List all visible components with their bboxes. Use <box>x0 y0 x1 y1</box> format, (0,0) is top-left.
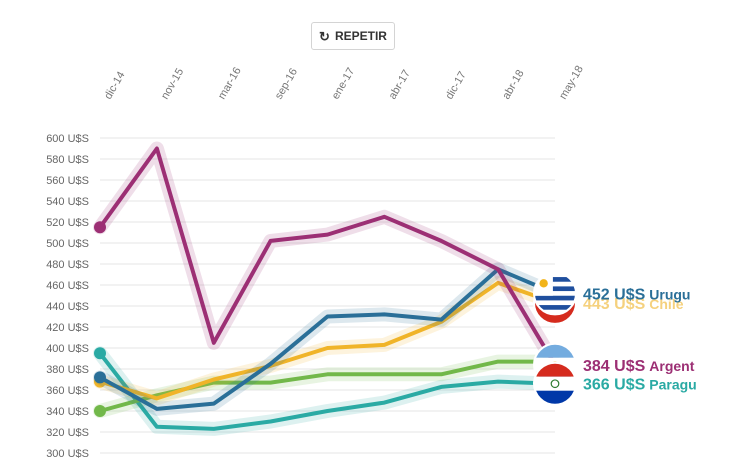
end-label-name: Paragu <box>649 377 696 393</box>
x-axis-ticks: dic-14 nov-15 mar-16 sep-16 ene-17 abr-17 dic-… <box>102 64 586 102</box>
x-tick-label: abr-17 <box>387 68 413 102</box>
x-tick-label: ene-17 <box>330 66 358 102</box>
y-tick-label: 380 U$S <box>46 364 89 376</box>
y-axis-ticks: 600 U$S 580 U$S 560 U$S 540 U$S 520 U$S 500 U… <box>46 133 89 460</box>
x-tick-label: abr-18 <box>500 68 526 102</box>
y-tick-label: 580 U$S <box>46 154 89 166</box>
y-tick-label: 460 U$S <box>46 280 89 292</box>
y-tick-label: 560 U$S <box>46 175 89 187</box>
y-tick-label: 520 U$S <box>46 217 89 229</box>
x-tick-label: dic-17 <box>443 70 468 102</box>
series-line <box>98 280 557 401</box>
series-line <box>98 146 557 367</box>
x-tick-label: may-18 <box>557 64 586 102</box>
end-label-value: 452 U$S Urugu <box>583 286 690 303</box>
y-tick-label: 420 U$S <box>46 322 89 334</box>
end-label-name: Argent <box>649 358 694 374</box>
flag-stripe <box>534 305 576 311</box>
end-label-value: 384 U$S Argent <box>583 358 695 375</box>
flag-stripe <box>534 286 576 292</box>
repeat-button-label: REPETIR <box>334 29 387 43</box>
flag-stripe <box>534 291 576 297</box>
chart-grid <box>100 137 555 454</box>
flag-stripe <box>534 277 576 283</box>
end-label-name: Urugu <box>649 286 690 302</box>
x-tick-label: dic-14 <box>102 70 127 102</box>
series-start-point <box>94 221 106 234</box>
flag-body <box>534 272 576 315</box>
flag-stripe <box>534 309 576 315</box>
flag-border <box>533 361 577 406</box>
flag-stripe <box>534 272 576 278</box>
y-tick-label: 360 U$S <box>46 385 89 397</box>
y-tick-label: 540 U$S <box>46 196 89 208</box>
y-tick-label: 320 U$S <box>46 427 89 439</box>
series-start-point <box>94 371 106 384</box>
x-tick-label: nov-15 <box>159 66 186 101</box>
x-tick-label: mar-16 <box>216 65 244 101</box>
y-tick-label: 500 U$S <box>46 238 89 250</box>
series-start-point <box>94 347 106 360</box>
series-line <box>98 351 557 431</box>
y-tick-label: 480 U$S <box>46 259 89 271</box>
end-label-value: 443 U$S Chile <box>583 296 684 313</box>
x-tick-label: sep-16 <box>273 66 300 101</box>
series-start-point <box>94 405 106 417</box>
repeat-button[interactable]: ↻ REPETIR <box>311 22 395 50</box>
series-line <box>98 267 557 411</box>
flag-stripe <box>534 376 576 391</box>
flag-sun <box>539 279 548 288</box>
y-tick-label: 400 U$S <box>46 343 89 355</box>
flag-stripe <box>534 300 576 306</box>
flag-stripe <box>534 281 576 287</box>
paraguay-flag-icon <box>533 361 577 406</box>
end-label-name: Chile <box>649 296 683 312</box>
y-tick-label: 440 U$S <box>46 301 89 313</box>
uruguay-flag-icon <box>533 271 577 316</box>
series-lines <box>93 141 562 436</box>
flag-stripe <box>534 295 576 301</box>
replay-icon: ↻ <box>319 28 330 44</box>
flag-seal <box>550 379 560 389</box>
y-tick-label: 340 U$S <box>46 406 89 418</box>
y-tick-label: 600 U$S <box>46 133 89 145</box>
flag-border <box>533 271 577 316</box>
y-tick-label: 300 U$S <box>46 448 89 460</box>
end-label-value: 366 U$S Paragu <box>583 377 697 394</box>
